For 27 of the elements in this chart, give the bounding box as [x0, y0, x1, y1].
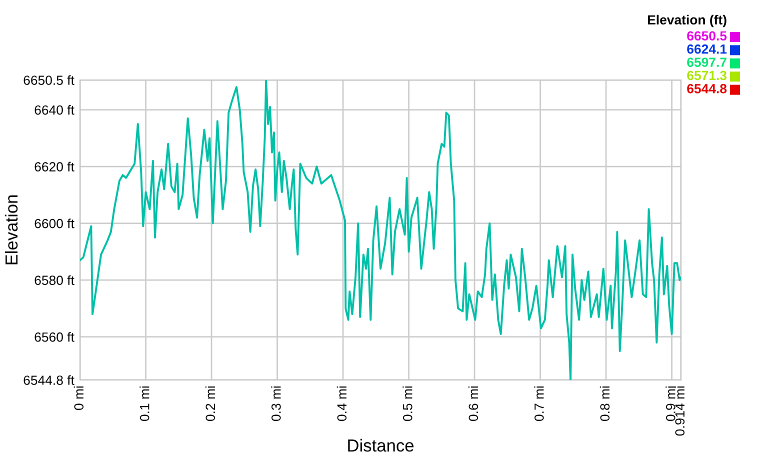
x-tick-label: 0.3 mi [271, 386, 281, 421]
color-bar-label: 6624.1 [687, 44, 727, 54]
x-tick-label: 0.914 mi [674, 386, 685, 436]
y-axis-title: Elevation [4, 195, 18, 264]
y-tick-label: 6650.5 ft [24, 75, 74, 85]
x-tick-label: 0.2 mi [205, 386, 216, 421]
color-bar-label: 6544.8 [687, 84, 727, 94]
x-tick-label: 0.4 mi [336, 386, 347, 421]
y-tick-label: 6600 ft [34, 218, 74, 228]
color-bar-title: Elevation (ft) [648, 14, 726, 28]
x-tick-label: 0.9 mi [666, 386, 676, 421]
y-tick-label: 6620 ft [34, 162, 74, 172]
line-series [80, 80, 681, 380]
color-bar-label: 6650.5 [687, 31, 727, 41]
x-tick-label: 0.7 mi [534, 386, 544, 421]
x-tick-label: 0.5 mi [402, 386, 412, 421]
color-bar-label: 6571.3 [687, 70, 727, 80]
color-bar-label: 6597.7 [687, 58, 726, 67]
x-tick-label: 0.8 mi [600, 386, 610, 421]
y-tick-label: 6560 ft [34, 332, 74, 342]
x-axis-title: Distance [348, 438, 414, 452]
y-tick-label: 6580 ft [34, 275, 74, 286]
y-tick-label: 6640 ft [34, 105, 74, 115]
x-tick-label: 0.1 mi [140, 386, 150, 421]
y-tick-label: 6544.8 ft [24, 375, 74, 385]
x-tick-label: 0 mi [74, 386, 84, 410]
x-tick-label: 0.6 mi [468, 386, 478, 421]
